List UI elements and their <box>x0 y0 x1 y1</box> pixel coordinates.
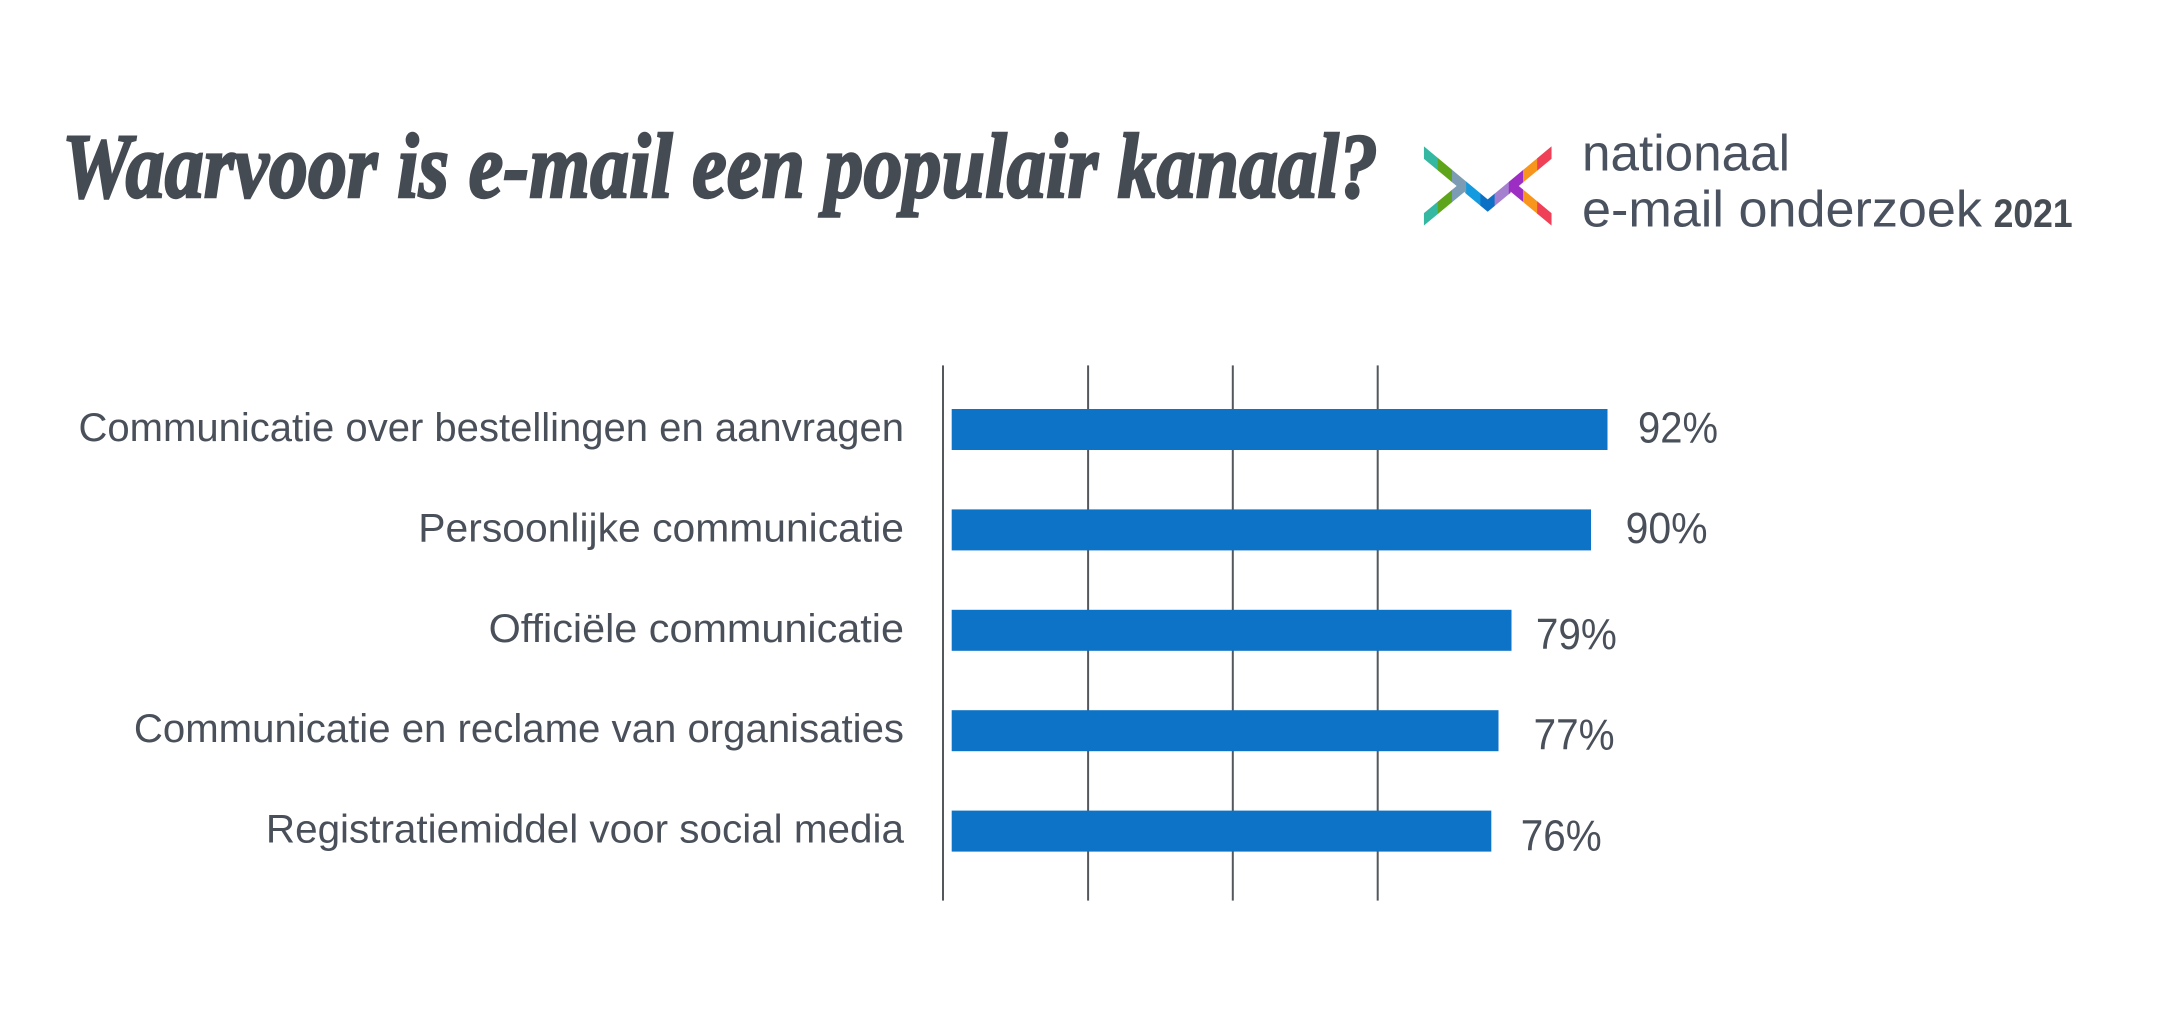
svg-text:e-mail onderzoek: e-mail onderzoek <box>1582 181 1982 238</box>
svg-text:Communicatie over bestellingen: Communicatie over bestellingen en aanvra… <box>79 406 905 450</box>
svg-text:79%: 79% <box>1536 610 1617 659</box>
svg-text:Communicatie en reclame van or: Communicatie en reclame van organisaties <box>134 707 904 751</box>
svg-text:77%: 77% <box>1534 711 1615 760</box>
svg-text:90%: 90% <box>1626 504 1708 553</box>
svg-text:2021: 2021 <box>1994 192 2073 236</box>
svg-text:Persoonlijke communicatie: Persoonlijke communicatie <box>418 506 904 550</box>
svg-text:76%: 76% <box>1521 812 1602 861</box>
svg-text:Waarvoor is e-mail een populai: Waarvoor is e-mail een populair kanaal? <box>62 115 1378 217</box>
svg-text:Registratiemiddel voor social: Registratiemiddel voor social media <box>266 808 905 852</box>
svg-text:Officiële communicatie: Officiële communicatie <box>489 607 904 651</box>
svg-text:92%: 92% <box>1638 404 1718 453</box>
svg-text:nationaal: nationaal <box>1582 125 1790 182</box>
